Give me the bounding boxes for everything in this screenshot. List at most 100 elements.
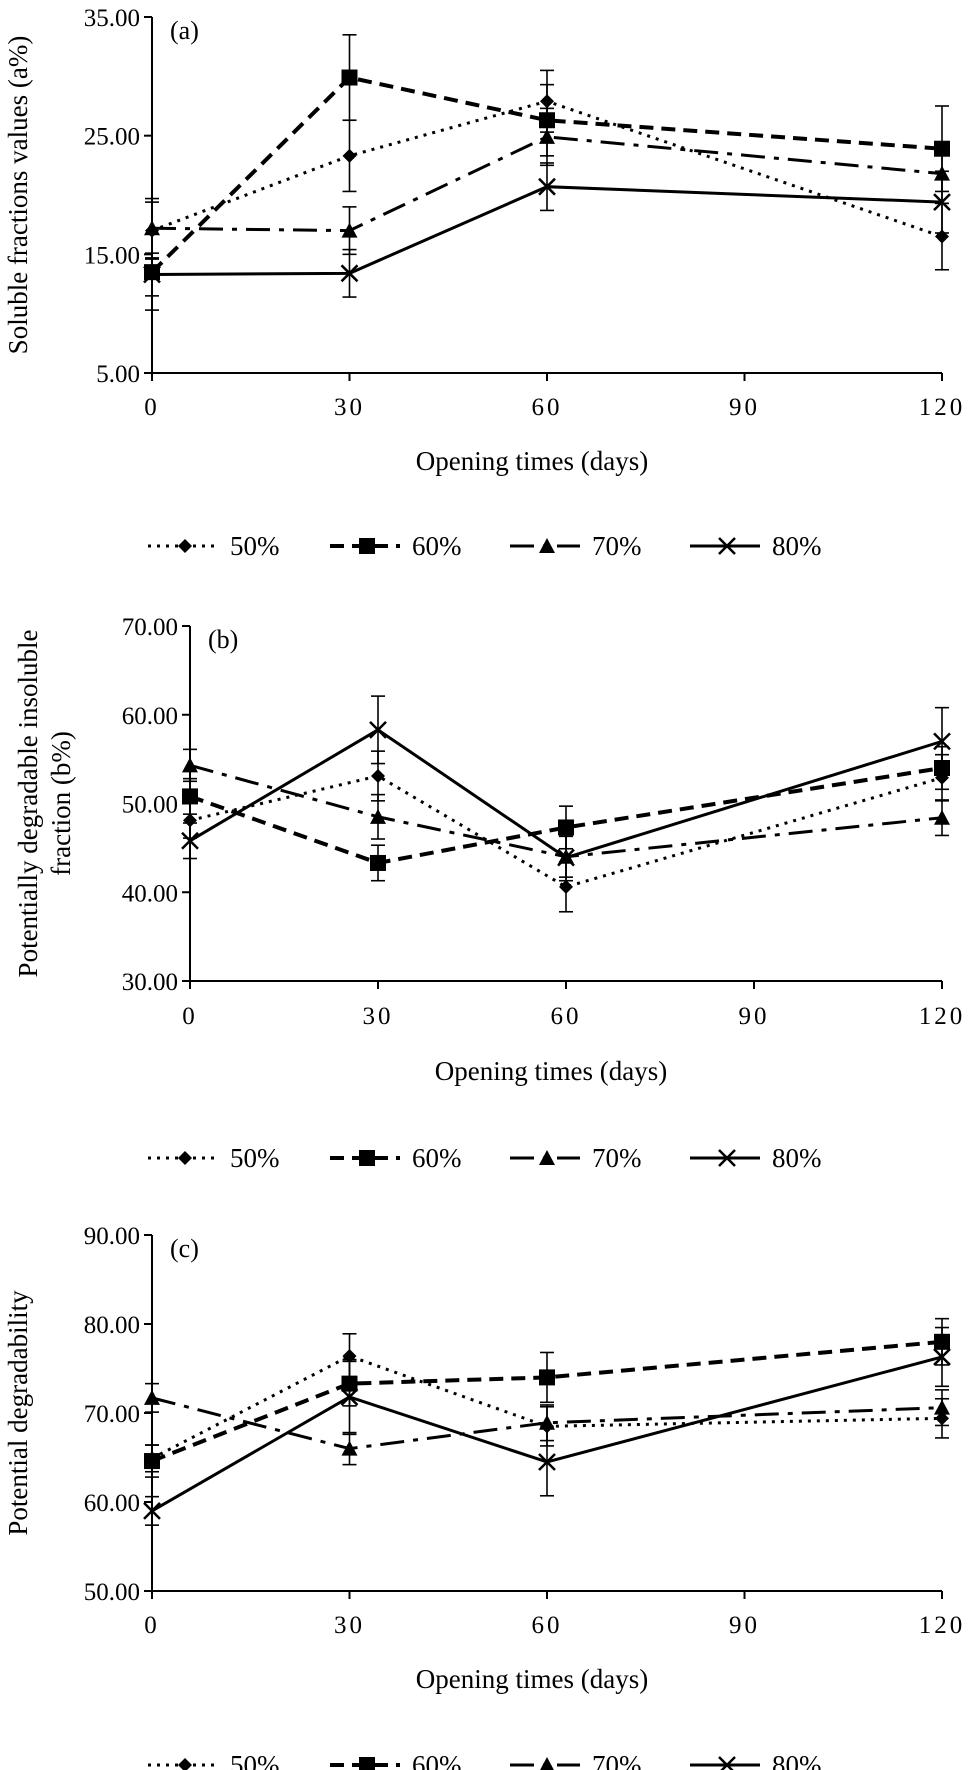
panel-a-x-tick-label: 30 [334, 394, 365, 421]
data-point [538, 1453, 556, 1471]
panel-c-series-4 [143, 1326, 951, 1526]
panel-c-x-tick-label: 0 [144, 1612, 160, 1639]
panel-a-y-tick-label: 25.00 [84, 124, 140, 151]
legend-swatch-marker [359, 1150, 375, 1166]
legend-swatch-marker [718, 1149, 736, 1167]
panel-a-legend: 50% 60% 70% 80% [148, 531, 822, 561]
legend-swatch-marker [540, 1757, 554, 1770]
data-point [340, 1388, 359, 1406]
panel-b-y-tick-label: 30.00 [122, 969, 178, 996]
legend-swatch-marker [359, 538, 375, 554]
legend-swatch-marker [178, 539, 192, 553]
data-point [538, 177, 556, 196]
data-point [539, 128, 555, 144]
data-point [370, 808, 386, 824]
panel-a-y-tick-label: 35.00 [84, 5, 140, 32]
data-point [933, 193, 951, 212]
data-point [557, 848, 575, 867]
series-line [189, 766, 943, 866]
legend-entry-label: 70% [592, 531, 642, 561]
panel-a-y-tick-label: 5.00 [96, 361, 140, 388]
data-point [341, 69, 358, 86]
data-point [539, 1414, 555, 1430]
data-point [182, 788, 198, 805]
panel-b-y-tick-label: 60.00 [122, 703, 178, 730]
legend-swatch-marker [178, 1151, 192, 1165]
legend-swatch-marker [178, 1758, 192, 1770]
panel-a-label: (a) [170, 16, 199, 45]
series-line [151, 1339, 943, 1463]
panel-b-x-axis-title: Opening times (days) [435, 1056, 667, 1086]
panel-c-y-axis-title: Potential degradability [3, 1290, 33, 1536]
panel-a-x-tick-label: 120 [919, 394, 966, 421]
panel-a-x-tick-label: 90 [729, 394, 760, 421]
legend-entry-label: 70% [592, 1750, 642, 1770]
panel-c-x-tick-label: 120 [919, 1612, 966, 1639]
panel-c-y-tick-label: 60.00 [84, 1490, 140, 1517]
data-point [144, 220, 160, 236]
series-line [151, 1396, 943, 1451]
panel-a-y-tick-label: 15.00 [84, 242, 140, 269]
legend-entry-label: 50% [230, 531, 280, 561]
legend-entry-label: 50% [230, 1750, 280, 1770]
data-point [933, 1348, 951, 1366]
legend-entry-label: 80% [772, 531, 822, 561]
data-point [342, 148, 357, 163]
panel-b-label: (b) [208, 625, 238, 654]
panel-b-legend: 50% 60% 70% 80% [148, 1143, 822, 1173]
series-line [189, 763, 943, 859]
series-line [151, 135, 943, 233]
data-point [143, 1502, 161, 1520]
data-point [539, 1369, 555, 1386]
panel-b-x-tick-label: 60 [551, 1003, 582, 1030]
data-point [340, 264, 359, 283]
legend-entry-label: 80% [772, 1750, 822, 1770]
data-point [934, 809, 950, 825]
legend-swatch-marker [718, 537, 736, 555]
data-point [370, 854, 386, 871]
panel-b-y-tick-label: 40.00 [122, 880, 178, 907]
legend-swatch-marker [539, 1150, 555, 1165]
panel-c-y-tick-label: 90.00 [84, 1223, 140, 1250]
panel-c-series-2 [144, 1317, 950, 1478]
panel-a: 5.00 15.00 25.00 35.00 0 30 60 90 120 Opening tim… [3, 5, 966, 561]
panel-c-label: (c) [170, 1234, 199, 1263]
data-point [341, 1440, 358, 1456]
legend-entry-label: 60% [412, 1143, 462, 1173]
panel-b-x-tick-label: 90 [739, 1003, 770, 1030]
series-line [151, 185, 943, 277]
panel-a-x-tick-label: 0 [144, 394, 160, 421]
panel-c: 50.00 60.00 70.00 80.00 90.00 0 30 60 90 120 Openi… [3, 1223, 966, 1770]
data-point [558, 819, 574, 836]
panel-a-y-axis-title: Soluble fractions values (a%) [3, 36, 33, 355]
legend-entry-label: 80% [772, 1143, 822, 1173]
panel-b: 30.00 40.00 50.00 60.00 70.00 0 30 60 90 120 Openi… [13, 614, 966, 1173]
legend-entry-label: 50% [230, 1143, 280, 1173]
data-point [144, 1453, 160, 1470]
panel-b-series-4 [181, 695, 951, 882]
panel-b-x-tick-label: 0 [182, 1003, 198, 1030]
panel-c-x-tick-label: 30 [334, 1612, 365, 1639]
legend-entry-label: 60% [412, 531, 462, 561]
legend-entry-label: 70% [592, 1143, 642, 1173]
panel-b-y-tick-label: 50.00 [122, 792, 178, 819]
panel-b-y-tick-label: 70.00 [122, 614, 178, 641]
panel-b-x-tick-label: 30 [363, 1003, 394, 1030]
legend-swatch-marker [539, 538, 555, 553]
data-point [181, 831, 199, 850]
data-point [182, 757, 198, 773]
data-point [183, 813, 197, 828]
panel-c-y-tick-label: 50.00 [84, 1579, 140, 1606]
panel-b-x-tick-label: 120 [919, 1003, 966, 1030]
data-point [933, 732, 951, 751]
panel-c-y-tick-label: 70.00 [84, 1401, 140, 1428]
panel-a-series-4 [143, 162, 951, 298]
series-line [189, 728, 943, 860]
panel-a-x-axis-title: Opening times (days) [416, 446, 648, 476]
panel-b-y-axis-title: Potentially degradable insoluble fraction… [13, 630, 76, 978]
legend-entry-label: 60% [412, 1750, 462, 1770]
data-point [371, 768, 385, 783]
panel-c-series-3 [144, 1382, 950, 1466]
legend-swatch-marker [718, 1756, 736, 1770]
